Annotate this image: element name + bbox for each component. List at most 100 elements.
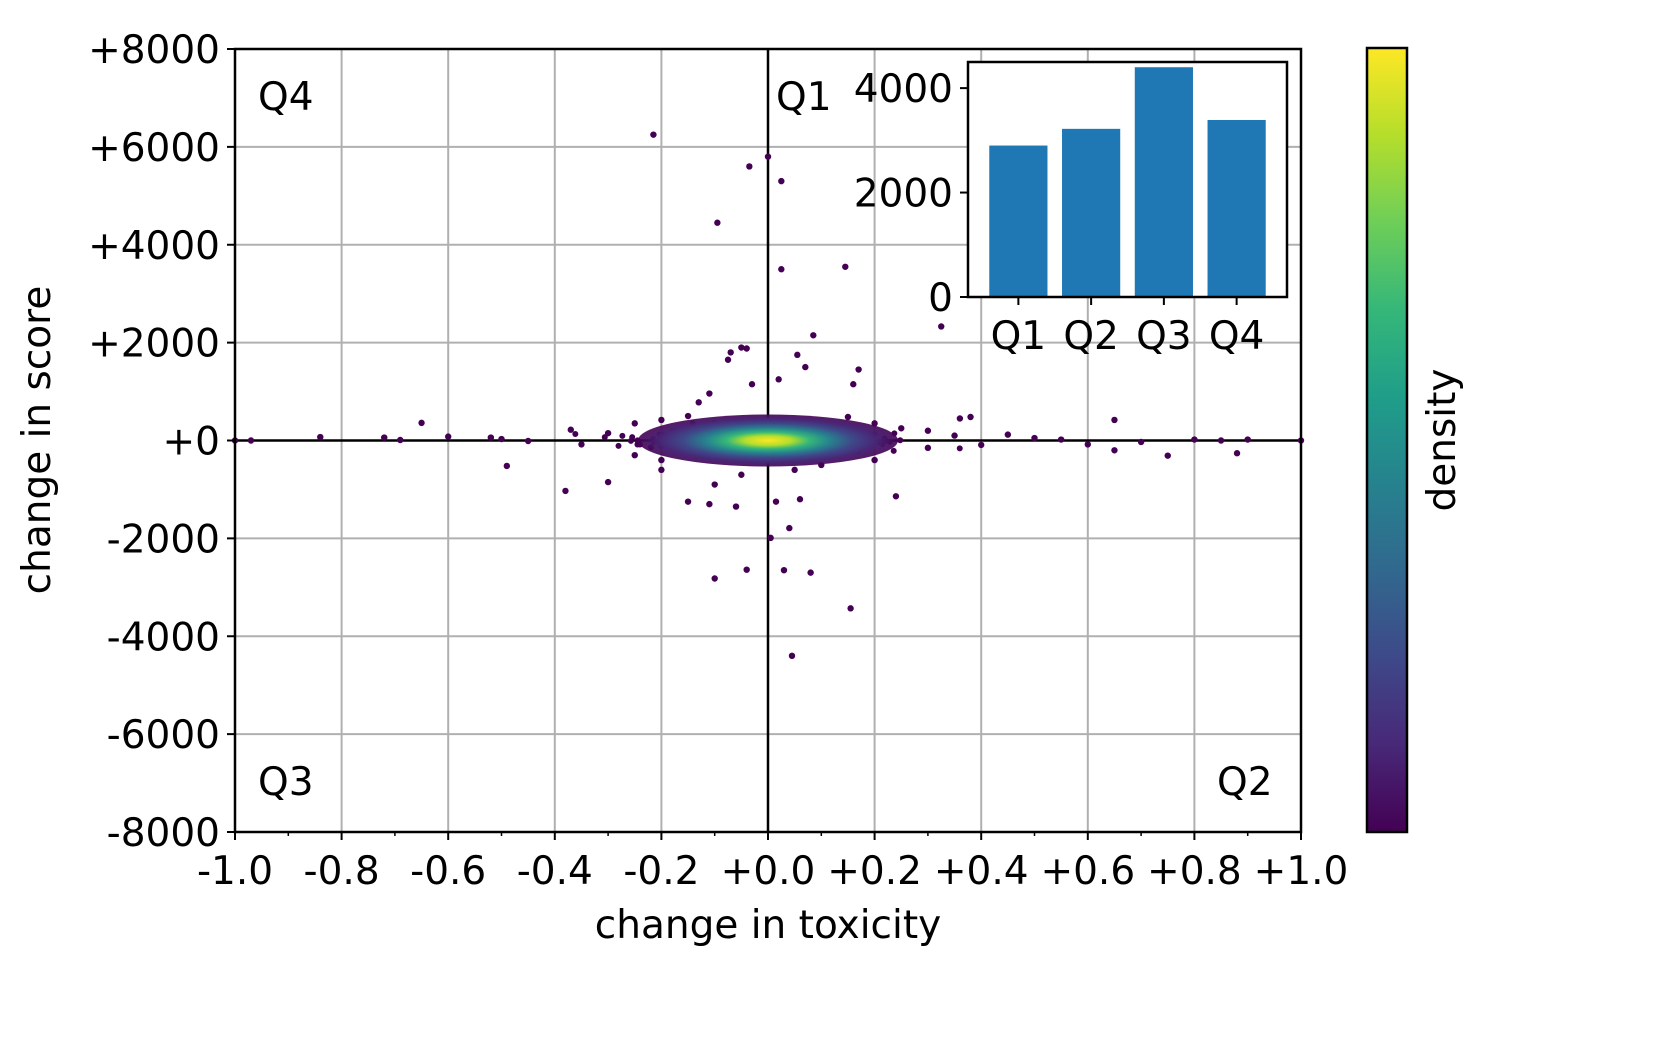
scatter-point bbox=[567, 426, 574, 433]
x-tick-label: -0.6 bbox=[410, 849, 486, 894]
inset-y-tick-label: 2000 bbox=[854, 172, 953, 217]
scatter-point bbox=[738, 471, 745, 478]
y-tick-label: -8000 bbox=[107, 811, 220, 856]
scatter-point bbox=[844, 413, 852, 421]
scatter-point bbox=[956, 415, 964, 422]
scatter-point bbox=[684, 412, 692, 420]
scatter-point bbox=[788, 652, 796, 660]
y-tick-label: +8000 bbox=[88, 28, 220, 73]
x-tick-label: -0.8 bbox=[304, 849, 380, 894]
scatter-point bbox=[778, 266, 785, 273]
x-tick-label: +0.6 bbox=[1040, 849, 1135, 894]
y-axis-label: change in score bbox=[15, 286, 60, 595]
scatter-point bbox=[572, 430, 579, 437]
scatter-point bbox=[871, 456, 878, 464]
scatter-point bbox=[1057, 436, 1065, 443]
scatter-point bbox=[631, 420, 638, 427]
scatter-point bbox=[619, 432, 626, 439]
scatter-point bbox=[1004, 431, 1012, 438]
scatter-point bbox=[604, 478, 612, 486]
scatter-point bbox=[487, 434, 495, 441]
scatter-point bbox=[938, 323, 945, 330]
inset-x-tick-label: Q1 bbox=[991, 314, 1047, 359]
scatter-point bbox=[658, 466, 665, 474]
scatter-point bbox=[794, 351, 801, 359]
scatter-point bbox=[767, 534, 774, 542]
scatter-point bbox=[775, 376, 782, 383]
scatter-point bbox=[1217, 437, 1225, 444]
scatter-point bbox=[743, 566, 750, 573]
quadrant-label-q2: Q2 bbox=[1217, 760, 1273, 805]
y-tick-label: -6000 bbox=[107, 713, 220, 758]
scatter-point bbox=[1244, 436, 1251, 443]
scatter-point bbox=[780, 566, 788, 574]
scatter-point bbox=[890, 447, 897, 454]
scatter-point bbox=[978, 441, 985, 449]
scatter-point bbox=[746, 163, 753, 170]
scatter-point bbox=[847, 605, 854, 612]
scatter-point bbox=[684, 498, 692, 505]
scatter-point bbox=[807, 569, 814, 576]
inset-x-tick-label: Q2 bbox=[1063, 314, 1119, 359]
inset-bar bbox=[1134, 67, 1193, 297]
colorbar-gradient bbox=[1365, 46, 1409, 834]
scatter-point bbox=[1164, 452, 1171, 459]
scatter-point bbox=[247, 437, 255, 444]
scatter-point bbox=[956, 445, 963, 452]
quadrant-label-q3: Q3 bbox=[258, 760, 314, 805]
scatter-point bbox=[503, 462, 511, 470]
scatter-point bbox=[850, 381, 857, 388]
x-tick-label: +0.0 bbox=[721, 849, 816, 894]
scatter-point bbox=[924, 444, 932, 452]
quadrant-label-q1: Q1 bbox=[776, 75, 832, 120]
x-tick-label: -0.4 bbox=[517, 849, 593, 894]
scatter-point bbox=[1031, 434, 1038, 442]
scatter-point bbox=[898, 425, 905, 432]
x-tick-label: -1.0 bbox=[197, 849, 273, 894]
scatter-point bbox=[1111, 416, 1118, 424]
scatter-point bbox=[658, 416, 665, 424]
scatter-point bbox=[615, 442, 622, 449]
inset-bar bbox=[989, 145, 1048, 297]
scatter-point bbox=[924, 427, 932, 434]
inset-bars bbox=[989, 67, 1266, 297]
scatter-point bbox=[658, 456, 665, 464]
x-axis-label: change in toxicity bbox=[595, 903, 941, 948]
scatter-point bbox=[650, 131, 657, 138]
scatter-point bbox=[855, 366, 862, 373]
scatter-point bbox=[317, 433, 324, 441]
scatter-point bbox=[397, 436, 404, 444]
scatter-point bbox=[778, 177, 785, 185]
scatter-point bbox=[842, 263, 849, 270]
scatter-point bbox=[951, 432, 958, 439]
scatter-point bbox=[791, 466, 798, 474]
scatter-point bbox=[1191, 436, 1198, 443]
scatter-point bbox=[732, 503, 740, 510]
scatter-point bbox=[786, 524, 793, 532]
scatter-point bbox=[764, 153, 772, 160]
scatter-point bbox=[578, 441, 585, 448]
scatter-point bbox=[738, 344, 745, 351]
scatter-point bbox=[562, 487, 569, 495]
scatter-point bbox=[629, 434, 636, 441]
x-tick-label: +0.2 bbox=[827, 849, 922, 894]
quadrant-label-q4: Q4 bbox=[258, 75, 314, 120]
scatter-point bbox=[897, 437, 904, 444]
density-core bbox=[638, 414, 898, 467]
scatter-point bbox=[1233, 450, 1241, 457]
scatter-point bbox=[445, 433, 452, 440]
scatter-point bbox=[743, 345, 750, 352]
y-tick-label: +4000 bbox=[88, 224, 220, 269]
scatter-point bbox=[714, 219, 721, 226]
inset-bar bbox=[1062, 128, 1121, 297]
inset-y-tick-label: 0 bbox=[928, 276, 953, 321]
scatter-point bbox=[810, 332, 817, 339]
y-tick-label: -2000 bbox=[107, 517, 220, 562]
inset-x-tick-label: Q3 bbox=[1136, 314, 1192, 359]
x-tick-label: +1.0 bbox=[1254, 849, 1349, 894]
scatter-point bbox=[1111, 447, 1118, 454]
x-tick-label: +0.8 bbox=[1147, 849, 1242, 894]
inset-frame bbox=[966, 60, 1289, 299]
y-tick-label: -4000 bbox=[107, 615, 220, 660]
